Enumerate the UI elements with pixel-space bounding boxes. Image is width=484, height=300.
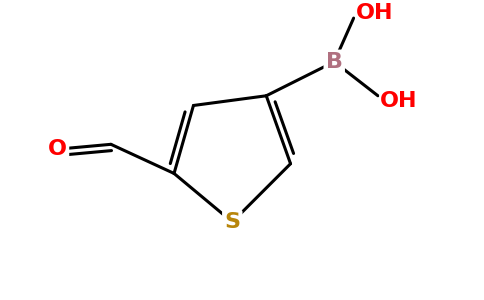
Text: O: O — [48, 139, 67, 159]
Text: S: S — [224, 212, 240, 232]
Text: B: B — [326, 52, 343, 72]
Text: OH: OH — [356, 3, 393, 23]
Text: OH: OH — [380, 91, 418, 111]
